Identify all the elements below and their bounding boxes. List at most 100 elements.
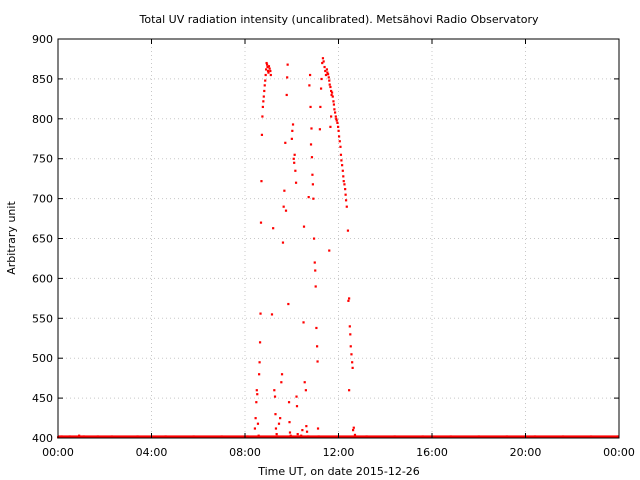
- data-point: [342, 180, 345, 183]
- data-point: [255, 389, 258, 392]
- data-point: [343, 183, 346, 186]
- data-point: [259, 312, 262, 315]
- data-point: [353, 433, 357, 437]
- data-point: [349, 345, 352, 348]
- data-point: [315, 326, 318, 330]
- data-point: [326, 73, 330, 76]
- data-point: [253, 427, 257, 430]
- data-point: [351, 429, 355, 432]
- data-point: [293, 153, 296, 156]
- data-point: [286, 76, 289, 79]
- y-tick-label: 800: [32, 113, 53, 126]
- data-point: [323, 65, 326, 69]
- data-point: [337, 135, 341, 138]
- data-point: [266, 69, 270, 73]
- data-point: [263, 89, 266, 93]
- data-point: [265, 61, 268, 65]
- data-point: [351, 361, 354, 364]
- data-point: [283, 189, 286, 192]
- data-point: [328, 83, 331, 86]
- data-point: [279, 417, 282, 420]
- data-point: [324, 73, 328, 77]
- data-point: [272, 227, 275, 230]
- data-point: [261, 105, 264, 109]
- data-point: [330, 93, 333, 97]
- chart-title: Total UV radiation intensity (uncalibrat…: [139, 13, 539, 26]
- y-tick-label: 750: [32, 153, 53, 166]
- data-point: [267, 71, 270, 74]
- data-point: [329, 85, 332, 89]
- data-point: [347, 299, 350, 302]
- y-tick-label: 500: [32, 352, 53, 365]
- data-point: [265, 63, 269, 66]
- y-axis-label: Arbitrary unit: [5, 201, 18, 275]
- data-point: [282, 205, 285, 208]
- data-point: [341, 169, 344, 172]
- data-point: [266, 65, 269, 69]
- data-point: [332, 103, 336, 106]
- data-point: [259, 221, 263, 224]
- data-point: [321, 57, 325, 60]
- data-point: [321, 61, 324, 65]
- data-point: [280, 381, 283, 384]
- data-point: [263, 84, 266, 87]
- data-point: [339, 145, 342, 148]
- grid-lines: [58, 39, 619, 438]
- data-point: [308, 84, 311, 87]
- data-point: [330, 115, 333, 118]
- data-point: [345, 205, 348, 208]
- data-point: [285, 93, 288, 97]
- data-point: [303, 381, 306, 384]
- data-point: [334, 115, 337, 118]
- data-point: [309, 143, 313, 146]
- data-point: [258, 341, 262, 344]
- data-point: [322, 60, 325, 63]
- data-point: [327, 76, 330, 79]
- data-point: [254, 417, 257, 420]
- data-point: [340, 159, 343, 162]
- data-point: [349, 333, 352, 336]
- data-point: [256, 393, 259, 396]
- data-point: [302, 321, 305, 324]
- y-tick-label: 550: [32, 312, 53, 325]
- data-point: [287, 401, 291, 404]
- data-point: [332, 100, 335, 103]
- x-tick-label: 16:00: [416, 446, 448, 459]
- data-point: [255, 401, 258, 404]
- y-tick-label: 850: [32, 73, 53, 86]
- data-point: [312, 237, 316, 240]
- data-point: [291, 123, 295, 126]
- data-point: [287, 302, 290, 306]
- data-point: [310, 156, 314, 159]
- data-point: [264, 73, 267, 77]
- data-point: [296, 433, 299, 436]
- data-point: [310, 127, 313, 130]
- y-tick-label: 400: [32, 432, 53, 445]
- data-point: [339, 153, 343, 156]
- x-tick-label: 12:00: [323, 446, 355, 459]
- data-point: [261, 115, 264, 118]
- data-point: [304, 389, 307, 392]
- data-point: [320, 77, 323, 81]
- data-point: [314, 269, 317, 272]
- data-point: [352, 426, 355, 429]
- data-point: [309, 105, 312, 109]
- data-point: [330, 89, 333, 93]
- data-point: [330, 91, 334, 94]
- data-point: [315, 345, 319, 348]
- data-point: [260, 133, 264, 136]
- data-point: [293, 161, 296, 164]
- data-point: [337, 129, 340, 132]
- x-tick-label: 00:00: [603, 446, 635, 459]
- data-point: [292, 157, 295, 160]
- data-point: [262, 100, 265, 103]
- data-point: [267, 65, 271, 68]
- data-point: [316, 360, 319, 363]
- data-point: [346, 229, 350, 232]
- axis-ticks: 400 450 500 550 600 650 700 750 800 850 900 00:00 04…: [32, 33, 635, 459]
- data-point: [333, 108, 336, 111]
- data-point: [344, 199, 348, 202]
- data-point: [328, 79, 331, 82]
